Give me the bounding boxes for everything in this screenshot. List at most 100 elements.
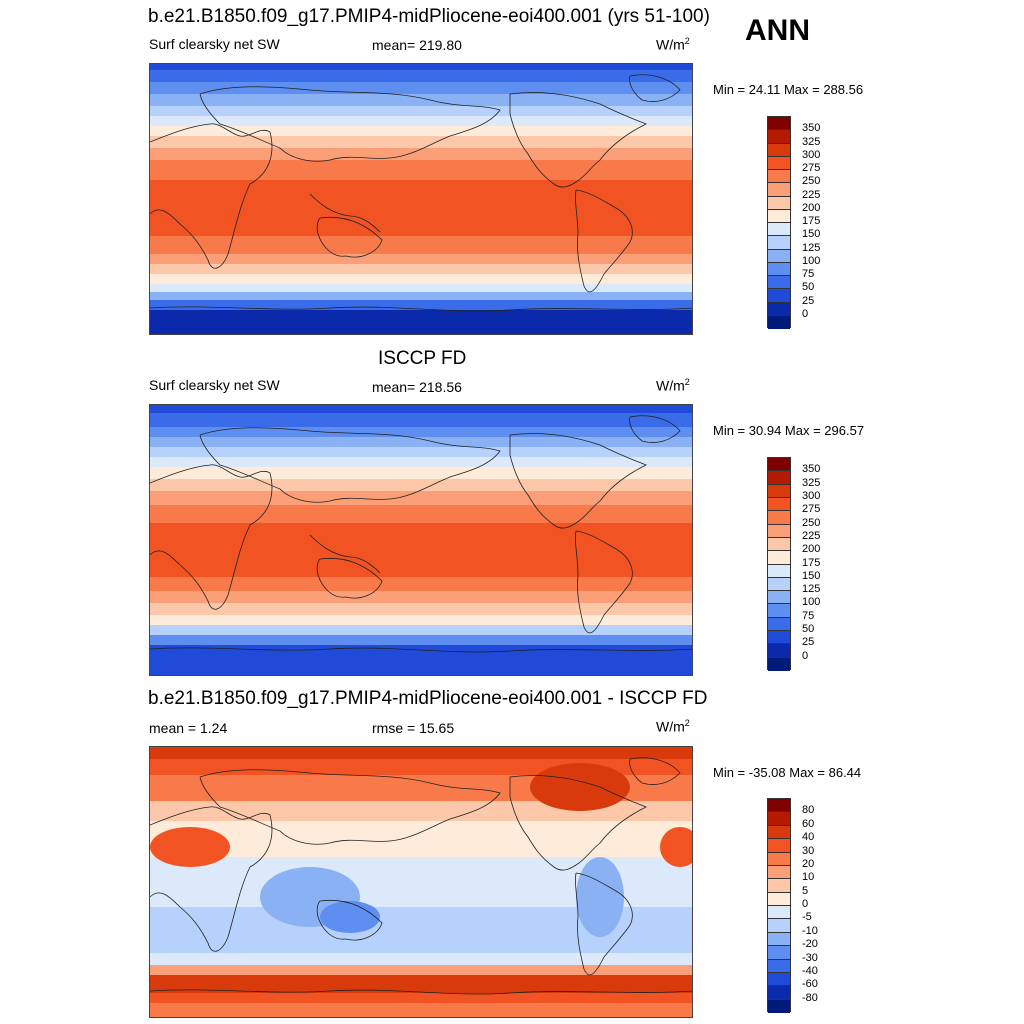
- panel2-title: ISCCP FD: [378, 348, 467, 369]
- colorbar-tick-label: 30: [802, 844, 815, 857]
- colorbar-tick-label: 125: [802, 241, 821, 254]
- colorbar-tick-label: 150: [802, 228, 821, 241]
- colorbar-tick-label: -40: [802, 964, 818, 977]
- colorbar-tick-label: 25: [802, 636, 815, 649]
- colorbar-tick-label: 10: [802, 871, 815, 884]
- colorbar-swatch: [768, 591, 790, 605]
- colorbar-swatch: [768, 117, 790, 131]
- colorbar-tick-label: -30: [802, 951, 818, 964]
- colorbar-swatch: [768, 183, 790, 197]
- panel3-title: b.e21.B1850.f09_g17.PMIP4-midPliocene-eo…: [148, 688, 708, 709]
- colorbar-swatch: [768, 986, 790, 1000]
- colorbar-tick-label: 175: [802, 215, 821, 227]
- colorbar-swatch: [768, 946, 790, 960]
- colorbar-swatch: [768, 972, 790, 987]
- colorbar-swatch: [768, 839, 790, 853]
- colorbar-tick-label: -10: [802, 924, 818, 937]
- colorbar-tick-label: 300: [802, 148, 821, 161]
- season-label: ANN: [745, 14, 810, 47]
- colorbar-tick-label: 250: [802, 516, 821, 529]
- colorbar-swatch: [768, 497, 790, 512]
- colorbar-swatch: [768, 617, 790, 632]
- colorbar-swatch: [768, 524, 790, 538]
- colorbar-swatch: [768, 852, 790, 866]
- colorbar-swatch: [768, 919, 790, 933]
- colorbar-swatch: [768, 657, 790, 671]
- panel1-minmax: Min = 24.11 Max = 288.56: [713, 82, 864, 97]
- colorbar-tick-label: -60: [802, 978, 818, 991]
- colorbar-swatch: [768, 879, 790, 893]
- colorbar-swatch: [768, 865, 790, 880]
- panel2-colorbar: [767, 457, 791, 671]
- colorbar-swatch: [768, 577, 790, 592]
- colorbar-swatch: [768, 644, 790, 658]
- colorbar-tick-label: 250: [802, 175, 821, 188]
- colorbar-swatch: [768, 932, 790, 947]
- panel3-colorbar: [767, 798, 791, 1013]
- panel2-minmax: Min = 30.94 Max = 296.57: [713, 423, 865, 438]
- colorbar-tick-label: 200: [802, 201, 821, 214]
- colorbar-tick-label: 125: [802, 583, 821, 596]
- colorbar-tick-label: 75: [802, 609, 815, 622]
- colorbar-swatch: [768, 236, 790, 250]
- colorbar-tick-label: 275: [802, 162, 821, 174]
- panel2-units: W/m2: [656, 377, 690, 394]
- colorbar-swatch: [768, 959, 790, 973]
- colorbar-swatch: [768, 604, 790, 618]
- colorbar-tick-label: 225: [802, 188, 821, 201]
- colorbar-tick-label: 20: [802, 857, 815, 870]
- panel1-units: W/m2: [656, 36, 690, 53]
- colorbar-swatch: [768, 315, 790, 329]
- colorbar-tick-label: -80: [802, 991, 818, 1004]
- panel2-mean-label: mean= 218.56: [372, 379, 462, 395]
- colorbar-tick-label: 0: [802, 898, 809, 910]
- colorbar-tick-label: 100: [802, 254, 821, 267]
- colorbar-tick-label: 0: [802, 649, 809, 662]
- colorbar-swatch: [768, 458, 790, 472]
- colorbar-swatch: [768, 223, 790, 237]
- colorbar-swatch: [768, 551, 790, 565]
- colorbar-swatch: [768, 799, 790, 813]
- colorbar-tick-label: 50: [802, 623, 815, 636]
- panel1-title: b.e21.B1850.f09_g17.PMIP4-midPliocene-eo…: [148, 6, 710, 27]
- colorbar-swatch: [768, 209, 790, 223]
- colorbar-tick-label: 60: [802, 817, 815, 830]
- panel3-units: W/m2: [656, 718, 690, 735]
- panel1-mean-label: mean= 219.80: [372, 37, 462, 53]
- colorbar-tick-label: 5: [802, 884, 809, 897]
- colorbar-swatch: [768, 302, 790, 316]
- colorbar-tick-label: 350: [802, 463, 821, 476]
- panel3-minmax: Min = -35.08 Max = 86.44: [713, 765, 862, 780]
- colorbar-swatch: [768, 170, 790, 184]
- colorbar-tick-label: -5: [802, 911, 812, 924]
- colorbar-tick-label: 275: [802, 503, 821, 516]
- colorbar-tick-label: 0: [802, 307, 809, 320]
- colorbar-tick-label: 200: [802, 543, 821, 556]
- colorbar-swatch: [768, 196, 790, 210]
- colorbar-swatch: [768, 564, 790, 578]
- colorbar-swatch: [768, 143, 790, 157]
- panel1-variable-label: Surf clearsky net SW: [149, 36, 280, 52]
- colorbar-swatch: [768, 276, 790, 290]
- colorbar-tick-label: 80: [802, 804, 815, 817]
- colorbar-tick-label: 150: [802, 569, 821, 582]
- colorbar-tick-label: 325: [802, 135, 821, 148]
- colorbar-swatch: [768, 812, 790, 826]
- colorbar-swatch: [768, 130, 790, 144]
- colorbar-swatch: [768, 537, 790, 552]
- colorbar-tick-label: 325: [802, 476, 821, 489]
- colorbar-swatch: [768, 262, 790, 276]
- colorbar-tick-label: 350: [802, 122, 821, 135]
- panel1-map: [149, 63, 693, 335]
- colorbar-swatch: [768, 999, 790, 1013]
- panel3-mean-label: mean = 1.24: [149, 720, 228, 736]
- colorbar-tick-label: 225: [802, 529, 821, 542]
- colorbar-swatch: [768, 906, 790, 920]
- colorbar-tick-label: 40: [802, 831, 815, 844]
- colorbar-swatch: [768, 511, 790, 525]
- colorbar-tick-label: 25: [802, 294, 815, 307]
- colorbar-swatch: [768, 249, 790, 263]
- colorbar-tick-label: 50: [802, 281, 815, 294]
- colorbar-tick-label: 300: [802, 489, 821, 502]
- colorbar-swatch: [768, 825, 790, 840]
